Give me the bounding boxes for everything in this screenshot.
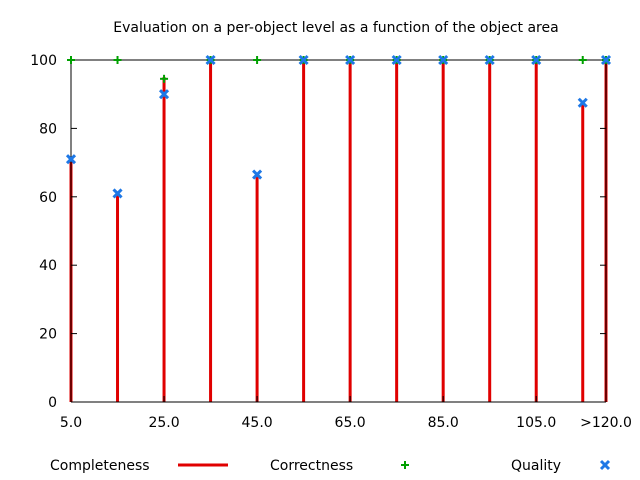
- quality-point: [65, 154, 77, 165]
- legend: Completeness Correctness Quality: [50, 458, 611, 474]
- quality-point: [600, 54, 612, 66]
- legend-quality-swatch: [599, 459, 611, 471]
- quality-point: [577, 97, 588, 108]
- quality-point: [298, 54, 309, 66]
- plot-axes: [70, 59, 607, 403]
- legend-quality-label: Quality: [511, 458, 561, 474]
- correctness-point: [578, 56, 587, 64]
- quality-point: [252, 169, 263, 180]
- correctness-point: [113, 56, 122, 64]
- quality-point: [438, 54, 449, 66]
- correctness-point: [253, 56, 262, 64]
- quality-point: [205, 54, 216, 66]
- y-tick-label: 20: [39, 327, 57, 343]
- x-tick-label: 25.0: [148, 415, 179, 431]
- x-tick-label: 105.0: [516, 415, 556, 431]
- x-tick-label: 85.0: [428, 415, 459, 431]
- y-tick-label: 0: [48, 395, 57, 411]
- x-axis-ticks: 5.0 25.0 45.0 65.0 85.0 105.0 >120.0: [60, 396, 632, 431]
- quality-point: [112, 188, 123, 199]
- completeness-impulses: [69, 60, 608, 402]
- quality-point: [391, 54, 402, 66]
- quality-point: [484, 54, 495, 66]
- legend-correctness-label: Correctness: [270, 458, 353, 474]
- legend-correctness-swatch: [401, 461, 409, 469]
- quality-point: [158, 89, 170, 100]
- x-tick-label: 5.0: [60, 415, 82, 431]
- y-tick-label: 100: [30, 53, 57, 69]
- quality-point: [345, 54, 356, 66]
- y-tick-label: 60: [39, 190, 57, 206]
- y-tick-label: 80: [39, 121, 57, 137]
- chart-title: Evaluation on a per-object level as a fu…: [113, 20, 558, 36]
- correctness-point: [67, 56, 75, 64]
- y-tick-label: 40: [39, 258, 57, 274]
- quality-point: [531, 54, 542, 66]
- correctness-point: [160, 74, 169, 83]
- x-tick-label: 65.0: [335, 415, 366, 431]
- data-points: [65, 54, 612, 199]
- x-tick-label: >120.0: [580, 415, 632, 431]
- y-axis-ticks: 0 20 40 60 80 100: [30, 53, 606, 411]
- x-tick-label: 45.0: [242, 415, 273, 431]
- legend-completeness-label: Completeness: [50, 458, 150, 474]
